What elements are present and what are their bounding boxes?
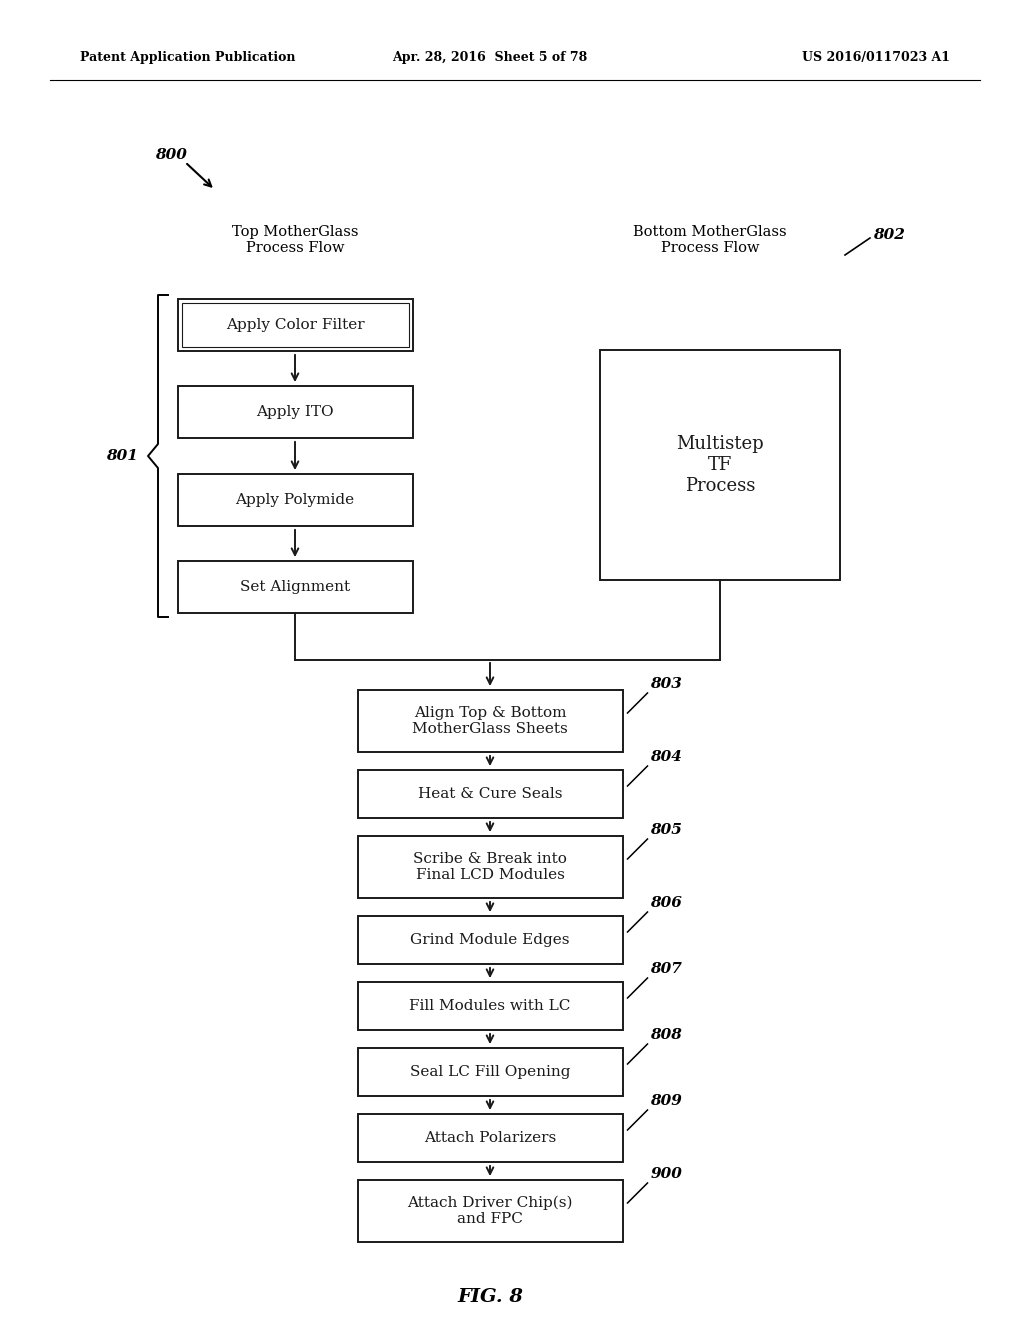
Bar [357, 690, 623, 752]
Bar [177, 561, 413, 612]
Text: Bottom MotherGlass
Process Flow: Bottom MotherGlass Process Flow [633, 224, 786, 255]
Text: 803: 803 [650, 677, 682, 690]
Text: Set Alignment: Set Alignment [240, 579, 350, 594]
Bar [600, 350, 840, 579]
Text: Attach Polarizers: Attach Polarizers [424, 1131, 556, 1144]
Text: 805: 805 [650, 822, 682, 837]
Text: Fill Modules with LC: Fill Modules with LC [410, 999, 570, 1012]
Text: 808: 808 [650, 1028, 682, 1041]
Text: 800: 800 [155, 148, 186, 162]
Text: Heat & Cure Seals: Heat & Cure Seals [418, 787, 562, 801]
Text: Patent Application Publication: Patent Application Publication [80, 51, 296, 65]
Text: 806: 806 [650, 896, 682, 909]
Text: Align Top & Bottom
MotherGlass Sheets: Align Top & Bottom MotherGlass Sheets [412, 706, 568, 737]
Text: Apr. 28, 2016  Sheet 5 of 78: Apr. 28, 2016 Sheet 5 of 78 [392, 51, 588, 65]
Text: Multistep
TF
Process: Multistep TF Process [676, 436, 764, 495]
Bar [181, 304, 409, 347]
Bar [357, 1048, 623, 1096]
Text: US 2016/0117023 A1: US 2016/0117023 A1 [802, 51, 950, 65]
Bar [357, 1114, 623, 1162]
Text: 804: 804 [650, 750, 682, 764]
Text: 801: 801 [106, 449, 138, 463]
Text: Apply Color Filter: Apply Color Filter [225, 318, 365, 333]
Text: Grind Module Edges: Grind Module Edges [411, 933, 569, 946]
Text: Apply ITO: Apply ITO [256, 405, 334, 418]
Text: Attach Driver Chip(s)
and FPC: Attach Driver Chip(s) and FPC [408, 1196, 572, 1226]
Bar [357, 836, 623, 898]
Bar [177, 474, 413, 525]
Text: 802: 802 [873, 228, 905, 242]
Bar [177, 385, 413, 438]
Text: 809: 809 [650, 1094, 682, 1107]
Text: Scribe & Break into
Final LCD Modules: Scribe & Break into Final LCD Modules [413, 851, 567, 882]
Text: Seal LC Fill Opening: Seal LC Fill Opening [410, 1065, 570, 1078]
Text: Apply Polymide: Apply Polymide [236, 492, 354, 507]
Text: Top MotherGlass
Process Flow: Top MotherGlass Process Flow [231, 224, 358, 255]
Bar [357, 770, 623, 818]
Bar [177, 300, 413, 351]
Text: 900: 900 [650, 1167, 682, 1181]
Bar [357, 1180, 623, 1242]
Text: FIG. 8: FIG. 8 [457, 1288, 523, 1305]
Text: 807: 807 [650, 962, 682, 975]
Bar [357, 916, 623, 964]
Bar [357, 982, 623, 1030]
